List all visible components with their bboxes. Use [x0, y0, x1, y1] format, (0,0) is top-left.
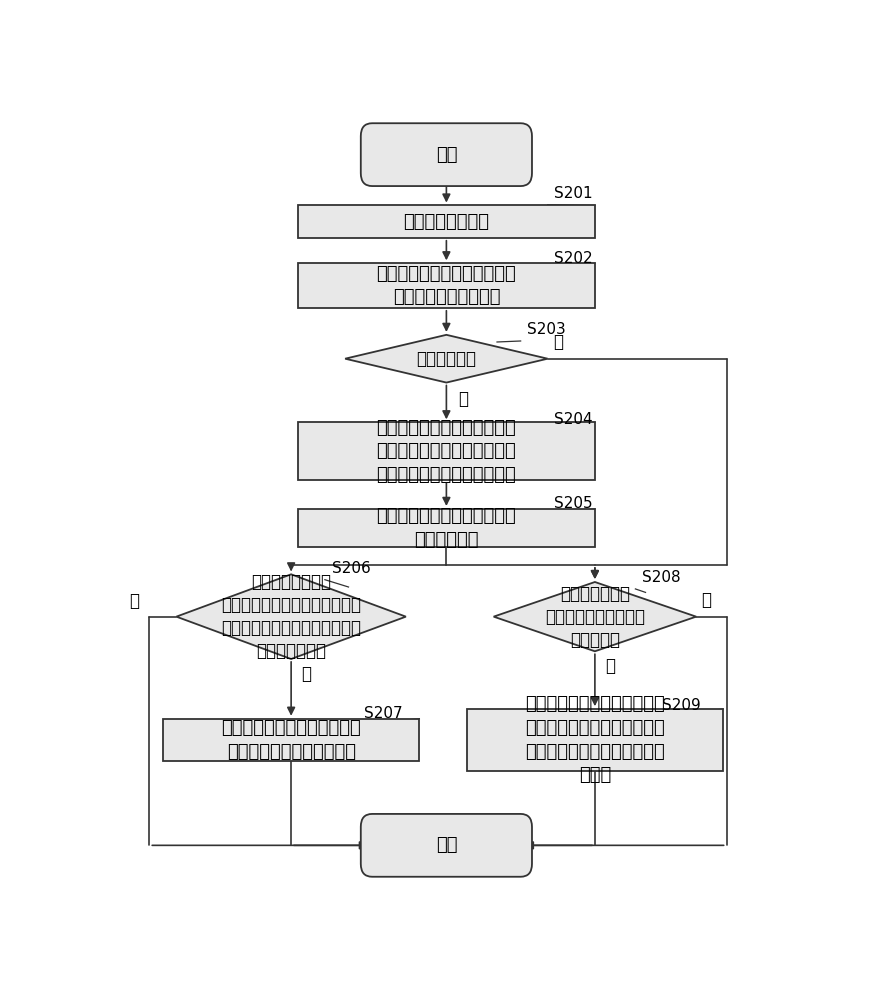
Bar: [163, 719, 420, 761]
Text: 第二存储空间中
预设可变参数的数值校
验是否出错: 第二存储空间中 预设可变参数的数值校 验是否出错: [545, 585, 645, 649]
Bar: [298, 509, 595, 547]
Bar: [298, 205, 595, 238]
Text: S208: S208: [642, 570, 681, 585]
Text: 开始: 开始: [436, 146, 457, 164]
FancyBboxPatch shape: [361, 123, 532, 186]
Text: S207: S207: [364, 706, 402, 721]
Text: 采用存储于第一存储空间的预
设可变参数的默认值覆盖第二
存储空间中的对应的可变参数
的数值: 采用存储于第一存储空间的预 设可变参数的默认值覆盖第二 存储空间中的对应的可变参…: [525, 695, 665, 784]
Polygon shape: [176, 574, 406, 659]
Text: S205: S205: [554, 496, 593, 511]
FancyBboxPatch shape: [361, 814, 532, 877]
Text: 否: 否: [701, 591, 712, 609]
Polygon shape: [345, 335, 548, 383]
Bar: [298, 263, 595, 308]
Text: 否: 否: [129, 592, 139, 610]
Text: 将所述复制许可控制信息重置
为不允许复制: 将所述复制许可控制信息重置 为不允许复制: [376, 507, 517, 549]
Text: S204: S204: [554, 412, 593, 427]
Text: 是: 是: [301, 665, 311, 683]
Text: 是: 是: [605, 657, 615, 675]
Text: 控制器上电初始化: 控制器上电初始化: [403, 213, 490, 231]
Text: S202: S202: [554, 251, 593, 266]
Text: 第一存储空间中预
设可变参数的默认值是否被重置
或第二存储空间中预设参数的默
认值是否被破坏: 第一存储空间中预 设可变参数的默认值是否被重置 或第二存储空间中预设参数的默 认…: [221, 573, 361, 660]
Text: 是: 是: [458, 390, 469, 408]
Bar: [298, 422, 595, 480]
Text: S201: S201: [554, 186, 593, 201]
Text: 控制所述控制器将所述复制许
可控制信息重置为允许复制: 控制所述控制器将所述复制许 可控制信息重置为允许复制: [221, 719, 361, 761]
Text: 是否允许复制: 是否允许复制: [416, 350, 476, 368]
Text: 存储于第一存储空间的预设可
变参数的默认值覆盖第二存储
空间中的对应可变参数的数值: 存储于第一存储空间的预设可 变参数的默认值覆盖第二存储 空间中的对应可变参数的数…: [376, 418, 517, 484]
Text: 否: 否: [553, 333, 563, 351]
Text: S203: S203: [528, 322, 566, 337]
Polygon shape: [494, 582, 696, 651]
Text: S209: S209: [662, 698, 701, 713]
Text: S206: S206: [332, 561, 370, 576]
Text: 读取所述控制器第二存储空间
中的复制许可控制信息: 读取所述控制器第二存储空间 中的复制许可控制信息: [376, 265, 517, 306]
Text: 结束: 结束: [436, 836, 457, 854]
Bar: [467, 709, 723, 771]
